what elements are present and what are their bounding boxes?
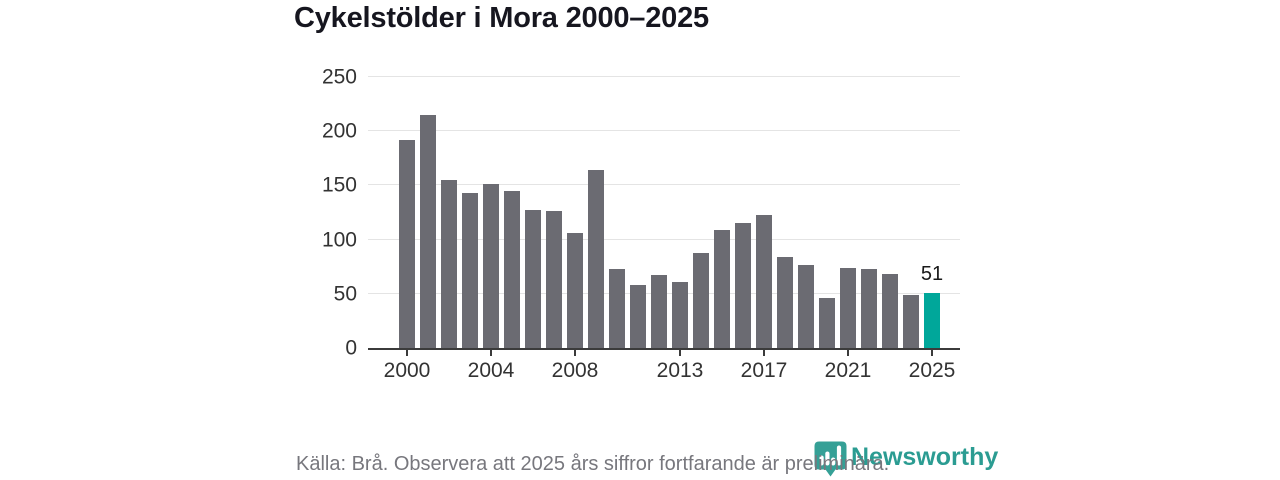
x-axis-label-2000: 2000 [383,359,431,382]
x-axis-tick-2000 [406,350,408,356]
bar-2015 [714,229,730,348]
x-axis-tick-2017 [763,350,765,356]
bar-2005 [504,190,520,348]
brand-name: Newsworthy [851,443,999,471]
bar-2023 [882,274,898,348]
gridline-150 [368,184,960,186]
bar-2013 [672,281,688,348]
x-axis-tick-2008 [574,350,576,356]
bar-2012 [651,275,667,348]
bar-2025 [924,292,940,348]
bar-2011 [630,285,646,348]
bar-2006 [525,210,541,348]
source-note: Källa: Brå. Observera att 2025 års siffr… [296,453,890,475]
x-axis-label-2004: 2004 [467,359,515,382]
x-axis-label-2025: 2025 [908,359,956,382]
bar-2002 [441,179,457,348]
gridline-100 [368,238,960,240]
bar-2016 [735,223,751,348]
bar-2014 [693,252,709,348]
gridline-250 [368,76,960,77]
y-axis-label-50: 50 [333,282,357,306]
bar-2024 [903,294,919,348]
x-axis-tick-2025 [931,350,933,356]
y-axis-label-100: 100 [321,228,357,252]
bar-2018 [777,256,793,348]
y-axis-label-250: 250 [321,65,357,89]
bar-2017 [756,214,772,348]
bar-2021 [840,267,856,348]
bar-2009 [588,170,604,348]
gridline-200 [368,130,960,132]
bar-2022 [861,268,877,348]
bar-2020 [819,298,835,348]
newsworthy-brand: Newsworthy [813,440,998,479]
x-axis-label-2021: 2021 [824,359,872,382]
bar-2004 [483,184,499,348]
y-axis-label-150: 150 [321,173,357,197]
x-axis-label-2008: 2008 [551,359,599,382]
newsworthy-logo-icon [814,441,847,477]
y-axis-label-200: 200 [321,119,357,143]
bar-2001 [420,114,436,348]
x-axis-label-2017: 2017 [740,359,788,382]
x-axis-label-2013: 2013 [656,359,704,382]
highlight-value-label: 51 [920,262,944,285]
x-axis-tick-2021 [847,350,849,356]
x-axis-tick-2004 [490,350,492,356]
plot-area: 0 50 100 150 200 250 2000 2004 2008 2013 2017 2021 2… [322,67,960,381]
bar-2007 [546,211,562,348]
x-axis-tick-2013 [679,350,681,356]
bar-2008 [567,233,583,348]
bar-2003 [462,193,478,348]
bar-2010 [609,268,625,348]
bar-2019 [798,264,814,348]
chart-title: Cykelstölder i Mora 2000–2025 [294,2,709,34]
y-axis-label-0: 0 [345,336,357,360]
bar-2000 [399,139,415,348]
